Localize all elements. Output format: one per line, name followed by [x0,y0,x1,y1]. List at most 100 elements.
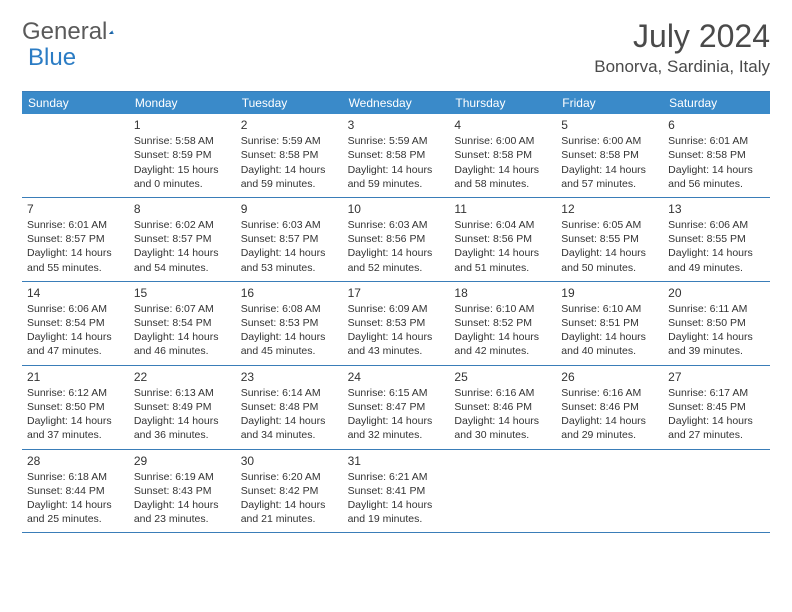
sunrise-text: Sunrise: 6:18 AM [27,470,124,484]
sunset-text: Sunset: 8:54 PM [134,316,231,330]
day-number: 30 [241,453,338,469]
header: General July 2024 Bonorva, Sardinia, Ita… [0,0,792,85]
sunset-text: Sunset: 8:58 PM [561,148,658,162]
sunset-text: Sunset: 8:42 PM [241,484,338,498]
daylight-text: Daylight: 14 hours and 42 minutes. [454,330,551,358]
calendar-cell: 23Sunrise: 6:14 AMSunset: 8:48 PMDayligh… [236,366,343,450]
day-number: 20 [668,285,765,301]
day-number: 3 [348,117,445,133]
daylight-text: Daylight: 14 hours and 57 minutes. [561,163,658,191]
calendar-cell: 27Sunrise: 6:17 AMSunset: 8:45 PMDayligh… [663,366,770,450]
calendar-cell: 20Sunrise: 6:11 AMSunset: 8:50 PMDayligh… [663,282,770,366]
daylight-text: Daylight: 14 hours and 46 minutes. [134,330,231,358]
day-number: 17 [348,285,445,301]
sunset-text: Sunset: 8:41 PM [348,484,445,498]
daylight-text: Daylight: 14 hours and 51 minutes. [454,246,551,274]
daylight-text: Daylight: 14 hours and 45 minutes. [241,330,338,358]
day-number: 22 [134,369,231,385]
daylight-text: Daylight: 14 hours and 29 minutes. [561,414,658,442]
weekday-header: Saturday [663,92,770,114]
calendar-cell: 13Sunrise: 6:06 AMSunset: 8:55 PMDayligh… [663,198,770,282]
sunset-text: Sunset: 8:56 PM [348,232,445,246]
daylight-text: Daylight: 14 hours and 53 minutes. [241,246,338,274]
sunrise-text: Sunrise: 5:59 AM [241,134,338,148]
sunset-text: Sunset: 8:54 PM [27,316,124,330]
weekday-header: Wednesday [343,92,450,114]
day-number: 12 [561,201,658,217]
calendar-cell: 3Sunrise: 5:59 AMSunset: 8:58 PMDaylight… [343,114,450,198]
calendar-cell [556,450,663,534]
weekday-header: Monday [129,92,236,114]
calendar-cell: 8Sunrise: 6:02 AMSunset: 8:57 PMDaylight… [129,198,236,282]
daylight-text: Daylight: 14 hours and 47 minutes. [27,330,124,358]
calendar-cell: 21Sunrise: 6:12 AMSunset: 8:50 PMDayligh… [22,366,129,450]
daylight-text: Daylight: 14 hours and 55 minutes. [27,246,124,274]
day-number: 21 [27,369,124,385]
daylight-text: Daylight: 14 hours and 49 minutes. [668,246,765,274]
daylight-text: Daylight: 14 hours and 37 minutes. [27,414,124,442]
sunrise-text: Sunrise: 6:19 AM [134,470,231,484]
calendar-cell: 2Sunrise: 5:59 AMSunset: 8:58 PMDaylight… [236,114,343,198]
day-number: 29 [134,453,231,469]
sunrise-text: Sunrise: 6:16 AM [454,386,551,400]
sunrise-text: Sunrise: 6:00 AM [454,134,551,148]
calendar-cell: 16Sunrise: 6:08 AMSunset: 8:53 PMDayligh… [236,282,343,366]
calendar-cell: 7Sunrise: 6:01 AMSunset: 8:57 PMDaylight… [22,198,129,282]
calendar-cell: 24Sunrise: 6:15 AMSunset: 8:47 PMDayligh… [343,366,450,450]
sunrise-text: Sunrise: 6:02 AM [134,218,231,232]
day-number: 26 [561,369,658,385]
calendar-cell: 26Sunrise: 6:16 AMSunset: 8:46 PMDayligh… [556,366,663,450]
calendar-cell: 12Sunrise: 6:05 AMSunset: 8:55 PMDayligh… [556,198,663,282]
calendar-cell: 9Sunrise: 6:03 AMSunset: 8:57 PMDaylight… [236,198,343,282]
calendar-cell: 14Sunrise: 6:06 AMSunset: 8:54 PMDayligh… [22,282,129,366]
sunset-text: Sunset: 8:52 PM [454,316,551,330]
day-number: 24 [348,369,445,385]
daylight-text: Daylight: 14 hours and 59 minutes. [348,163,445,191]
daylight-text: Daylight: 14 hours and 52 minutes. [348,246,445,274]
weekday-header: Sunday [22,92,129,114]
calendar-cell: 25Sunrise: 6:16 AMSunset: 8:46 PMDayligh… [449,366,556,450]
sunset-text: Sunset: 8:49 PM [134,400,231,414]
daylight-text: Daylight: 14 hours and 58 minutes. [454,163,551,191]
day-number: 13 [668,201,765,217]
daylight-text: Daylight: 14 hours and 25 minutes. [27,498,124,526]
day-number: 8 [134,201,231,217]
sunset-text: Sunset: 8:44 PM [27,484,124,498]
sunrise-text: Sunrise: 6:10 AM [454,302,551,316]
daylight-text: Daylight: 14 hours and 50 minutes. [561,246,658,274]
sunrise-text: Sunrise: 6:01 AM [27,218,124,232]
sunrise-text: Sunrise: 6:08 AM [241,302,338,316]
sunrise-text: Sunrise: 6:16 AM [561,386,658,400]
calendar-cell: 30Sunrise: 6:20 AMSunset: 8:42 PMDayligh… [236,450,343,534]
sunrise-text: Sunrise: 6:03 AM [241,218,338,232]
sunset-text: Sunset: 8:57 PM [241,232,338,246]
calendar-cell [663,450,770,534]
sunset-text: Sunset: 8:55 PM [668,232,765,246]
day-number: 19 [561,285,658,301]
sunrise-text: Sunrise: 6:11 AM [668,302,765,316]
daylight-text: Daylight: 14 hours and 43 minutes. [348,330,445,358]
day-number: 28 [27,453,124,469]
day-number: 4 [454,117,551,133]
calendar-cell: 19Sunrise: 6:10 AMSunset: 8:51 PMDayligh… [556,282,663,366]
calendar-cell: 4Sunrise: 6:00 AMSunset: 8:58 PMDaylight… [449,114,556,198]
daylight-text: Daylight: 14 hours and 21 minutes. [241,498,338,526]
sunrise-text: Sunrise: 6:06 AM [668,218,765,232]
daylight-text: Daylight: 14 hours and 40 minutes. [561,330,658,358]
calendar-cell: 28Sunrise: 6:18 AMSunset: 8:44 PMDayligh… [22,450,129,534]
daylight-text: Daylight: 14 hours and 54 minutes. [134,246,231,274]
sunset-text: Sunset: 8:50 PM [668,316,765,330]
location: Bonorva, Sardinia, Italy [594,57,770,77]
sunset-text: Sunset: 8:56 PM [454,232,551,246]
sunset-text: Sunset: 8:57 PM [134,232,231,246]
calendar-cell: 18Sunrise: 6:10 AMSunset: 8:52 PMDayligh… [449,282,556,366]
calendar-cell: 5Sunrise: 6:00 AMSunset: 8:58 PMDaylight… [556,114,663,198]
day-number: 7 [27,201,124,217]
sunset-text: Sunset: 8:50 PM [27,400,124,414]
calendar-cell: 15Sunrise: 6:07 AMSunset: 8:54 PMDayligh… [129,282,236,366]
calendar-grid: 1Sunrise: 5:58 AMSunset: 8:59 PMDaylight… [22,114,770,533]
day-number: 14 [27,285,124,301]
day-number: 11 [454,201,551,217]
calendar: SundayMondayTuesdayWednesdayThursdayFrid… [22,91,770,533]
sunset-text: Sunset: 8:51 PM [561,316,658,330]
